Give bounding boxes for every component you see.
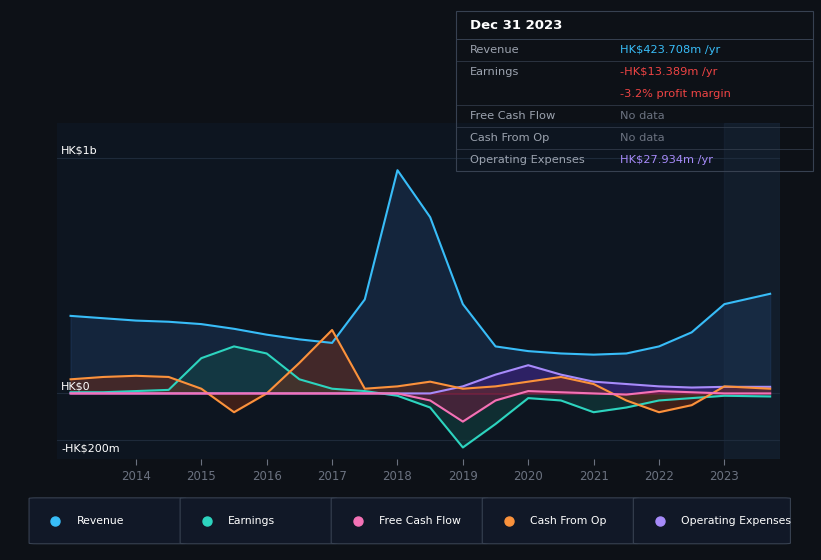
Text: -HK$13.389m /yr: -HK$13.389m /yr xyxy=(620,67,718,77)
FancyBboxPatch shape xyxy=(633,498,791,544)
Text: Operating Expenses: Operating Expenses xyxy=(470,155,585,165)
Text: Cash From Op: Cash From Op xyxy=(470,133,549,143)
Text: Cash From Op: Cash From Op xyxy=(530,516,607,526)
Text: Free Cash Flow: Free Cash Flow xyxy=(470,111,555,121)
Text: -3.2% profit margin: -3.2% profit margin xyxy=(620,89,731,99)
Text: Revenue: Revenue xyxy=(470,45,520,55)
Text: No data: No data xyxy=(620,111,664,121)
Text: Earnings: Earnings xyxy=(470,67,520,77)
Text: Free Cash Flow: Free Cash Flow xyxy=(378,516,461,526)
Text: HK$0: HK$0 xyxy=(61,382,90,392)
FancyBboxPatch shape xyxy=(29,498,186,544)
Text: HK$1b: HK$1b xyxy=(61,145,98,155)
Text: Operating Expenses: Operating Expenses xyxy=(681,516,791,526)
Text: -HK$200m: -HK$200m xyxy=(61,444,120,454)
Bar xyxy=(724,123,780,459)
Text: Dec 31 2023: Dec 31 2023 xyxy=(470,18,562,32)
FancyBboxPatch shape xyxy=(180,498,337,544)
Text: Revenue: Revenue xyxy=(76,516,124,526)
FancyBboxPatch shape xyxy=(331,498,488,544)
Text: Earnings: Earnings xyxy=(227,516,275,526)
Text: HK$27.934m /yr: HK$27.934m /yr xyxy=(620,155,713,165)
Text: HK$423.708m /yr: HK$423.708m /yr xyxy=(620,45,720,55)
Text: No data: No data xyxy=(620,133,664,143)
FancyBboxPatch shape xyxy=(482,498,640,544)
